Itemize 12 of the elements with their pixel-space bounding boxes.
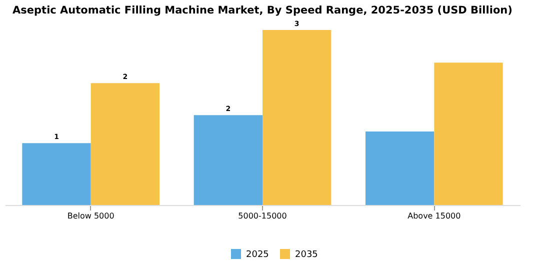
chart-title: Aseptic Automatic Filling Machine Market, By Speed Range, 2025-2035 (USD Billion) bbox=[12, 4, 512, 16]
bar bbox=[366, 132, 434, 205]
bar bbox=[262, 30, 332, 205]
x-tick-label: Below 5000 bbox=[67, 212, 114, 220]
bar bbox=[22, 143, 91, 205]
x-tick-label: Above 15000 bbox=[408, 212, 461, 220]
bar bbox=[90, 83, 160, 205]
legend-label: 2035 bbox=[295, 250, 318, 260]
bar bbox=[194, 115, 262, 205]
bar bbox=[434, 62, 503, 205]
x-tick-label: 5000-15000 bbox=[238, 212, 287, 220]
legend-label: 2025 bbox=[246, 250, 269, 260]
